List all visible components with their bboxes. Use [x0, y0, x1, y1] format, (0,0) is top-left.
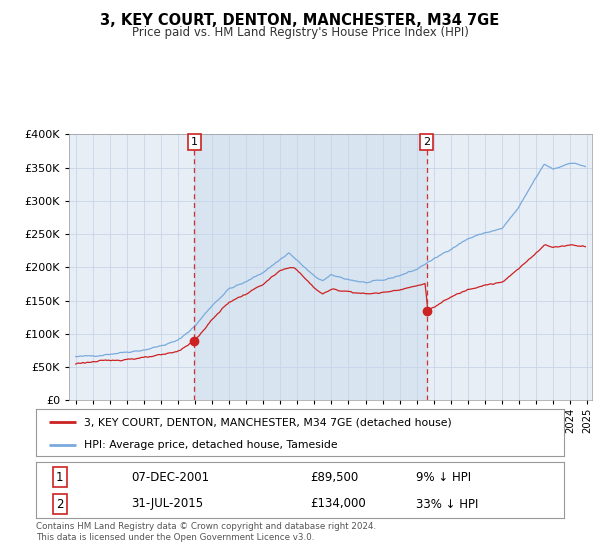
Text: 9% ↓ HPI: 9% ↓ HPI: [416, 470, 471, 484]
Text: 33% ↓ HPI: 33% ↓ HPI: [416, 497, 479, 511]
Text: 1: 1: [56, 470, 64, 484]
Text: 3, KEY COURT, DENTON, MANCHESTER, M34 7GE (detached house): 3, KEY COURT, DENTON, MANCHESTER, M34 7G…: [83, 417, 451, 427]
Text: This data is licensed under the Open Government Licence v3.0.: This data is licensed under the Open Gov…: [36, 533, 314, 542]
Text: Contains HM Land Registry data © Crown copyright and database right 2024.: Contains HM Land Registry data © Crown c…: [36, 522, 376, 531]
Text: 2: 2: [423, 137, 430, 147]
Text: 1: 1: [191, 137, 198, 147]
Text: Price paid vs. HM Land Registry's House Price Index (HPI): Price paid vs. HM Land Registry's House …: [131, 26, 469, 39]
Text: HPI: Average price, detached house, Tameside: HPI: Average price, detached house, Tame…: [83, 440, 337, 450]
Text: 07-DEC-2001: 07-DEC-2001: [131, 470, 209, 484]
Text: 3, KEY COURT, DENTON, MANCHESTER, M34 7GE: 3, KEY COURT, DENTON, MANCHESTER, M34 7G…: [100, 13, 500, 28]
Bar: [194, 134, 427, 400]
Text: £89,500: £89,500: [311, 470, 359, 484]
Text: 31-JUL-2015: 31-JUL-2015: [131, 497, 203, 511]
Text: 2: 2: [56, 497, 64, 511]
Text: £134,000: £134,000: [311, 497, 367, 511]
